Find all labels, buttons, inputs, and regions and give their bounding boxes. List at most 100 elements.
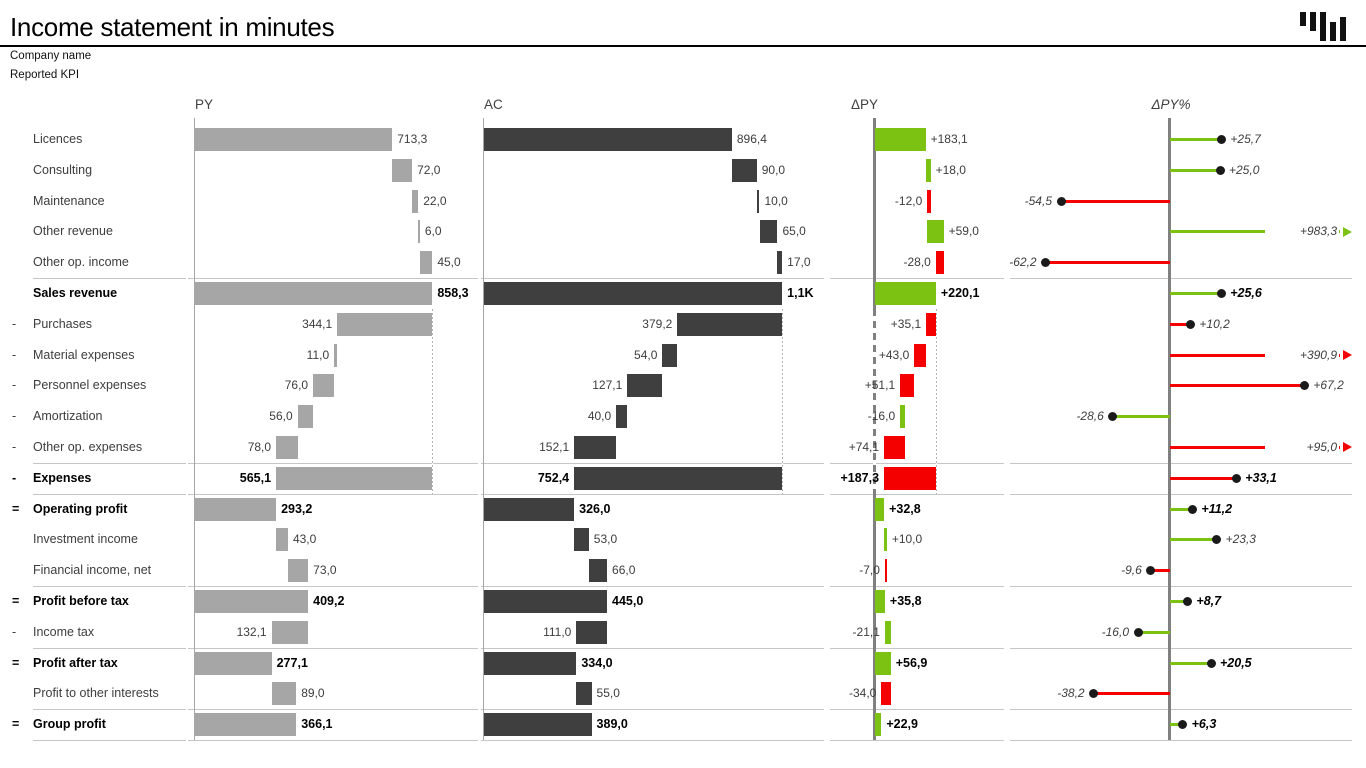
ac-bar[interactable] (574, 436, 616, 459)
pct-pin-dot[interactable] (1041, 258, 1050, 267)
py-bar[interactable] (195, 498, 276, 521)
ac-bar[interactable] (677, 313, 782, 336)
py-value-label: 344,1 (262, 317, 332, 332)
py-bar[interactable] (195, 282, 432, 305)
pct-pin-line[interactable] (1170, 384, 1304, 387)
dpy-value-label: +10,0 (892, 532, 922, 547)
py-bar[interactable] (298, 405, 313, 428)
pct-pin-line[interactable] (1170, 477, 1236, 480)
separator-line (188, 709, 478, 710)
pct-pin-line[interactable] (1094, 692, 1170, 695)
dpy-bar[interactable] (875, 282, 936, 305)
dpy-bar[interactable] (881, 682, 890, 705)
ac-bar[interactable] (484, 498, 574, 521)
py-bar[interactable] (195, 590, 308, 613)
pct-pin-dot[interactable] (1134, 628, 1143, 637)
pct-pin-line[interactable] (1170, 292, 1221, 295)
ac-bar[interactable] (589, 559, 607, 582)
pct-pin-dot[interactable] (1212, 535, 1221, 544)
pct-pin-dot[interactable] (1207, 659, 1216, 668)
dpy-bar[interactable] (884, 528, 887, 551)
pct-pin-line[interactable] (1113, 415, 1170, 418)
ac-bar[interactable] (732, 159, 757, 182)
separator-line (481, 586, 824, 587)
py-bar[interactable] (276, 436, 298, 459)
pct-pin-dot[interactable] (1146, 566, 1155, 575)
dpy-bar[interactable] (885, 559, 887, 582)
dpy-bar[interactable] (875, 498, 884, 521)
dpy-bar[interactable] (900, 405, 904, 428)
pct-pin-dot[interactable] (1089, 689, 1098, 698)
dpy-bar[interactable] (914, 344, 926, 367)
pct-pin-dot[interactable] (1217, 135, 1226, 144)
pct-pin-dot[interactable] (1188, 505, 1197, 514)
ac-bar[interactable] (484, 652, 576, 675)
ac-bar[interactable] (576, 682, 591, 705)
py-bar[interactable] (195, 128, 392, 151)
pct-value-label: -9,6 (1072, 563, 1142, 578)
pct-pin-dot[interactable] (1186, 320, 1195, 329)
row-label: -Personnel expenses (12, 378, 188, 392)
pct-pin-line[interactable] (1061, 200, 1170, 203)
dpy-bar[interactable] (885, 621, 891, 644)
py-bar[interactable] (334, 344, 337, 367)
dpy-bar[interactable] (927, 190, 930, 213)
pct-pin-dot[interactable] (1232, 474, 1241, 483)
py-bar[interactable] (288, 559, 308, 582)
py-bar[interactable] (272, 682, 297, 705)
pct-pin-dot[interactable] (1216, 166, 1225, 175)
py-bar[interactable] (195, 713, 296, 736)
ac-bar[interactable] (757, 190, 760, 213)
pct-pin-line[interactable] (1170, 538, 1217, 541)
pct-pin-line[interactable] (1138, 631, 1170, 634)
py-bar[interactable] (195, 652, 272, 675)
pct-pin-line[interactable] (1170, 138, 1221, 141)
pct-pin-dot[interactable] (1183, 597, 1192, 606)
dpy-bar[interactable] (926, 159, 931, 182)
dpy-bar[interactable] (884, 436, 904, 459)
dpy-bar[interactable] (875, 128, 926, 151)
pct-pin-line[interactable] (1046, 261, 1170, 264)
dpy-bar[interactable] (926, 313, 936, 336)
row-label-text: Operating profit (33, 502, 127, 516)
py-bar[interactable] (276, 528, 288, 551)
dpy-bar[interactable] (936, 251, 944, 274)
pct-pin-dot[interactable] (1057, 197, 1066, 206)
pct-pin-dot[interactable] (1217, 289, 1226, 298)
pct-pin-dot[interactable] (1178, 720, 1187, 729)
py-bar[interactable] (418, 220, 420, 243)
ac-bar[interactable] (484, 713, 592, 736)
ac-bar[interactable] (616, 405, 627, 428)
py-bar[interactable] (276, 467, 432, 490)
ac-bar[interactable] (662, 344, 677, 367)
dpy-bar[interactable] (927, 220, 943, 243)
ac-bar[interactable] (576, 621, 607, 644)
pct-pin-dot[interactable] (1108, 412, 1117, 421)
py-bar[interactable] (420, 251, 432, 274)
py-bar[interactable] (272, 621, 309, 644)
dpy-bar[interactable] (884, 467, 936, 490)
ac-bar[interactable] (760, 220, 778, 243)
py-bar[interactable] (412, 190, 418, 213)
ac-bar[interactable] (484, 282, 782, 305)
ac-bar[interactable] (574, 467, 782, 490)
separator-line (830, 463, 1004, 464)
pct-pin-dot[interactable] (1300, 381, 1309, 390)
ac-bar[interactable] (627, 374, 662, 397)
ac-value-label: 55,0 (597, 686, 620, 701)
dpy-bar[interactable] (875, 590, 885, 613)
dpy-bar[interactable] (875, 652, 891, 675)
ac-bar[interactable] (484, 590, 607, 613)
separator-line (481, 278, 824, 279)
pct-pin-line[interactable] (1170, 662, 1211, 665)
py-bar[interactable] (313, 374, 334, 397)
dpy-value-label: +18,0 (936, 163, 966, 178)
ac-bar[interactable] (574, 528, 589, 551)
dpy-bar[interactable] (875, 713, 881, 736)
dpy-bar[interactable] (900, 374, 914, 397)
pct-pin-line[interactable] (1170, 169, 1220, 172)
ac-bar[interactable] (777, 251, 782, 274)
py-bar[interactable] (337, 313, 432, 336)
py-bar[interactable] (392, 159, 412, 182)
ac-bar[interactable] (484, 128, 732, 151)
